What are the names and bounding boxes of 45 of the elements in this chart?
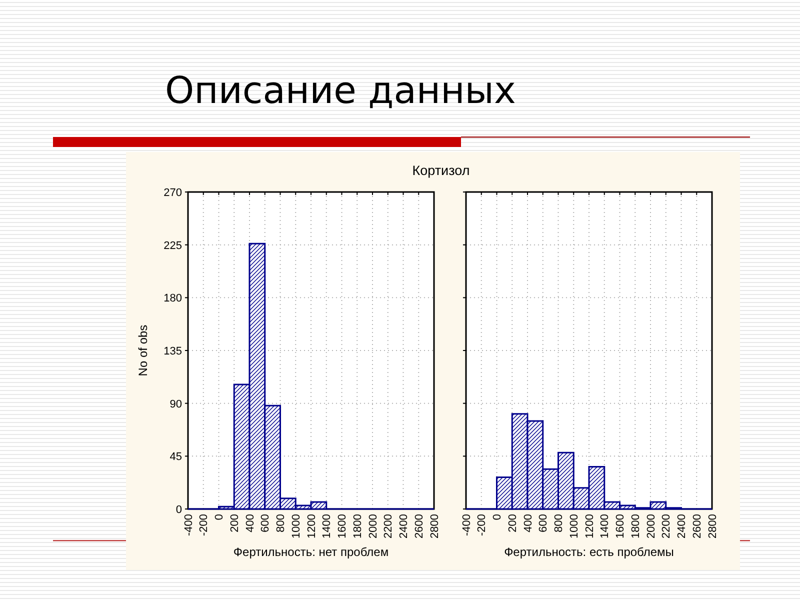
x-tick-label: 1200	[584, 514, 596, 538]
x-tick-label: 2400	[676, 514, 688, 538]
x-tick-label: 600	[538, 514, 550, 532]
y-tick-label: 180	[164, 292, 182, 305]
x-tick-label: 800	[553, 514, 566, 532]
y-tick-label: 225	[164, 240, 182, 252]
x-tick-label: 2200	[382, 514, 395, 538]
y-tick-label: 45	[170, 451, 182, 464]
x-tick-label: -200	[198, 514, 210, 536]
x-tick-label: 1600	[336, 514, 349, 538]
y-tick-label: 270	[164, 187, 182, 199]
x-tick-label: 600	[260, 514, 272, 532]
x-tick-label: 2800	[428, 514, 441, 538]
x-tick-label: 1000	[290, 514, 302, 538]
x-tick-label: 0	[214, 514, 226, 520]
x-tick-label: 2600	[691, 514, 704, 538]
x-tick-label: -400	[460, 514, 473, 536]
x-tick-label: 2000	[367, 514, 380, 538]
x-tick-label: 1400	[321, 514, 334, 538]
y-axis-title: No of obs	[136, 324, 150, 376]
x-tick-label: 1200	[306, 514, 318, 538]
x-tick-label: 2600	[413, 514, 426, 538]
x-tick-label: 0	[492, 514, 504, 520]
y-tick-label: 135	[164, 346, 182, 358]
x-tick-label: 2200	[660, 514, 673, 538]
x-tick-label: 800	[275, 514, 288, 532]
x-tick-label: 1800	[630, 514, 642, 538]
x-tick-label: 1000	[568, 514, 580, 538]
x-tick-label: 1400	[599, 514, 612, 538]
x-axis-title: Фертильность: нет проблем	[233, 545, 389, 559]
x-tick-label: -400	[182, 514, 195, 536]
x-tick-label: 2400	[398, 514, 410, 538]
x-tick-label: 200	[506, 514, 519, 532]
x-tick-label: 2000	[645, 514, 658, 538]
y-tick-label: 90	[170, 398, 182, 410]
x-tick-label: 400	[522, 514, 534, 532]
chart-subtitle: Кортизол	[412, 163, 470, 178]
x-axis-title: Фертильность: есть проблемы	[504, 545, 674, 559]
x-tick-label: 1800	[352, 514, 364, 538]
chart-title: Описание данных	[165, 69, 516, 112]
x-tick-label: 200	[228, 514, 241, 532]
x-tick-label: -200	[476, 514, 488, 536]
x-tick-label: 400	[244, 514, 256, 532]
x-tick-label: 1600	[614, 514, 627, 538]
x-tick-label: 2800	[706, 514, 719, 538]
